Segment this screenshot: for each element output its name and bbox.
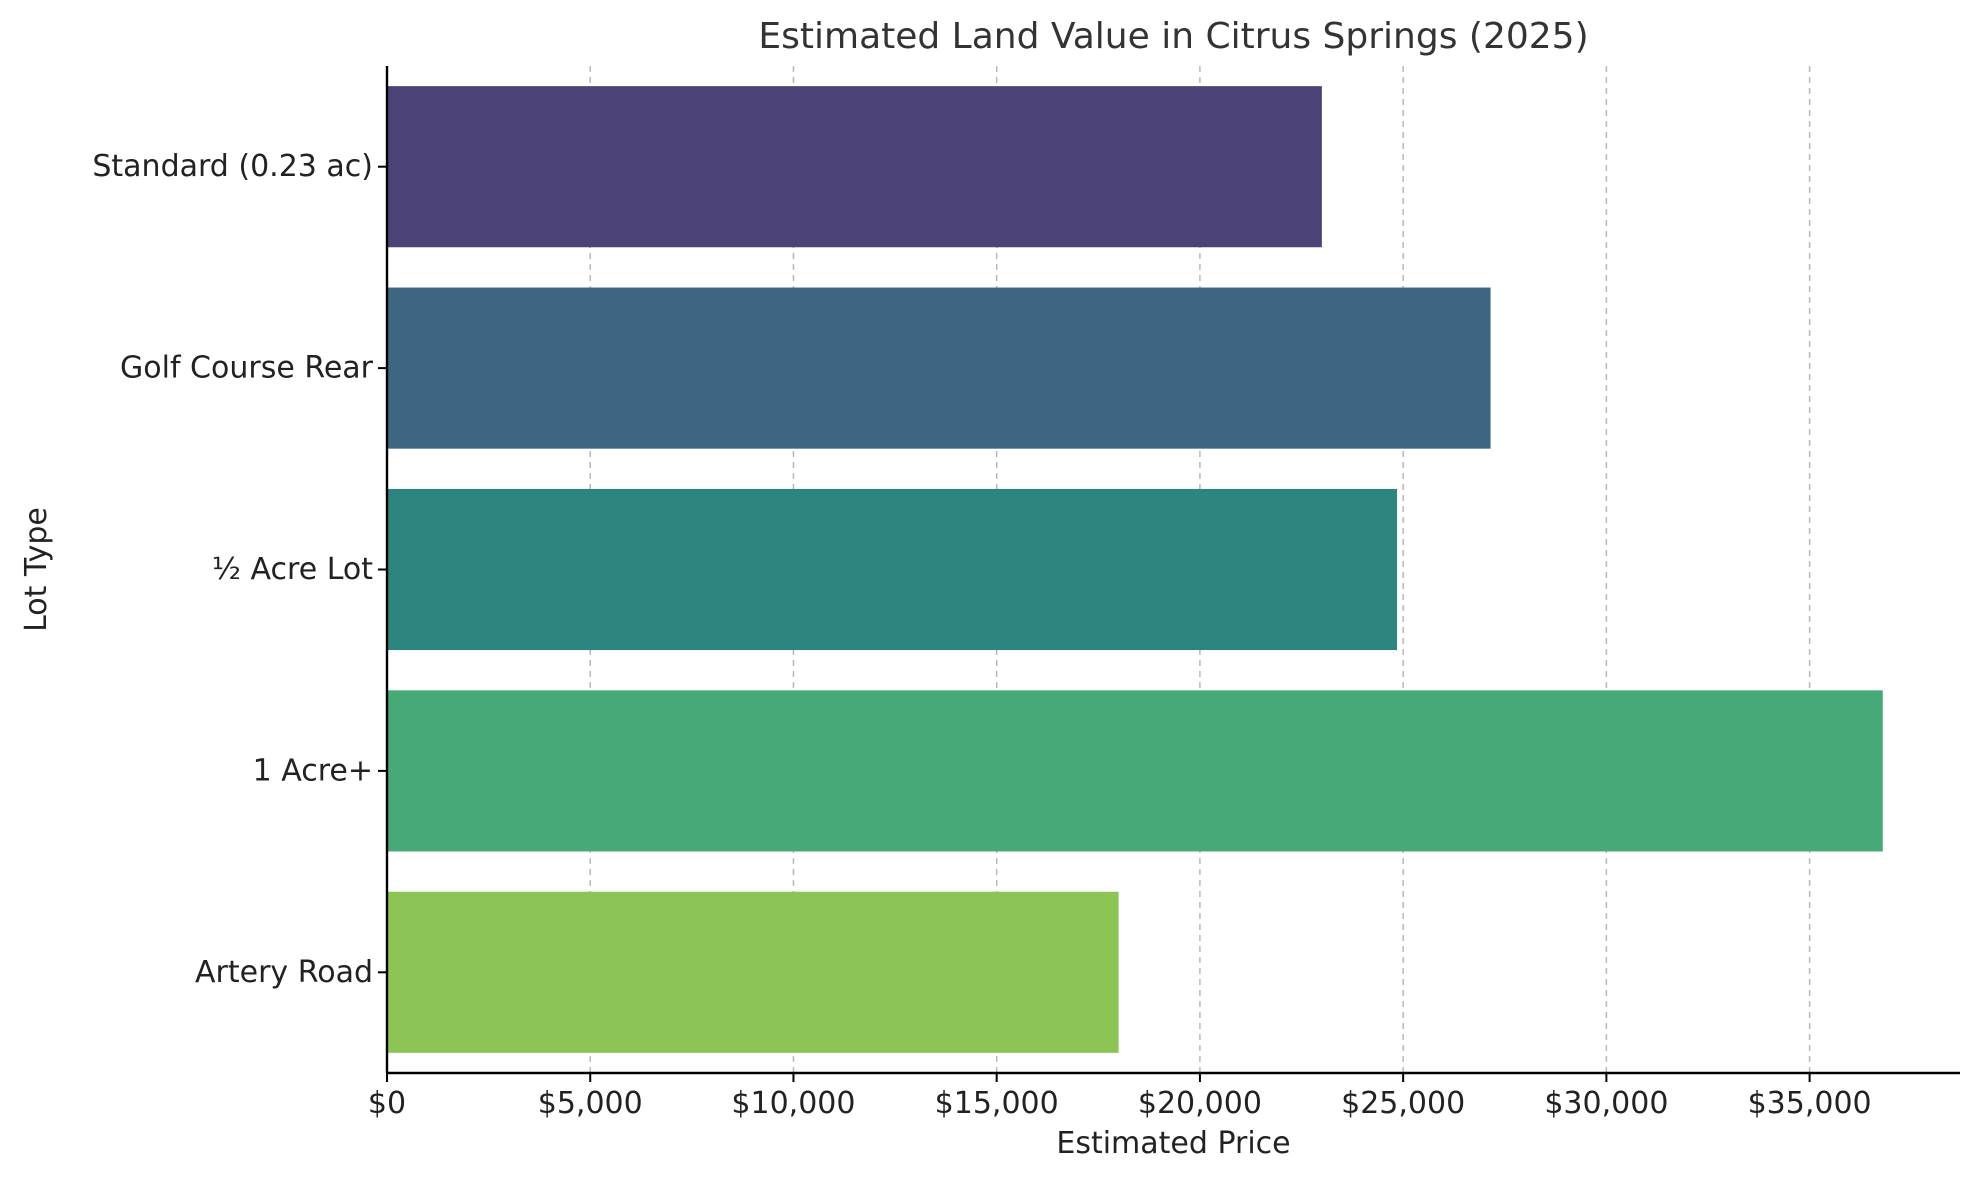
bar [387,287,1491,449]
x-tick-label: $0 [368,1086,406,1121]
y-tick-label: Artery Road [195,955,373,990]
y-tick-label: Golf Course Rear [120,351,374,386]
chart-title: Estimated Land Value in Citrus Springs (… [758,16,1588,57]
y-tick-label: 1 Acre+ [253,753,373,788]
y-tick-label: ½ Acre Lot [212,552,373,587]
y-axis-title: Lot Type [19,507,54,632]
bars [387,86,1883,1053]
bar [387,690,1883,852]
x-tick-label: $15,000 [935,1086,1059,1121]
x-ticks: $0 $5,000 $10,000 $15,000 $20,000 $25,000 $30,… [368,1073,1872,1121]
x-axis-title: Estimated Price [1056,1126,1290,1161]
x-tick-label: $25,000 [1341,1086,1465,1121]
bar [387,86,1322,248]
y-tick-label: Standard (0.23 ac) [92,149,373,184]
x-tick-label: $35,000 [1748,1086,1872,1121]
x-tick-label: $10,000 [731,1086,855,1121]
x-tick-label: $20,000 [1138,1086,1262,1121]
bar [387,891,1119,1053]
y-ticks: Standard (0.23 ac) Golf Course Rear ½ Acre… [92,149,387,990]
x-tick-label: $30,000 [1544,1086,1668,1121]
x-tick-label: $5,000 [538,1086,643,1121]
bar [387,488,1398,651]
